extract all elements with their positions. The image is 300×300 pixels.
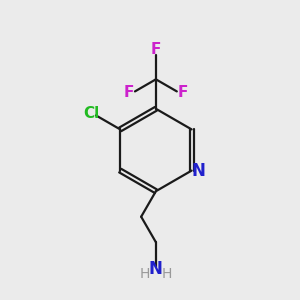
Text: H: H (162, 267, 172, 281)
Text: F: F (151, 42, 161, 57)
Text: F: F (124, 85, 134, 100)
Text: Cl: Cl (83, 106, 99, 121)
Text: N: N (149, 260, 163, 278)
Text: H: H (140, 267, 150, 281)
Text: F: F (178, 85, 188, 100)
Text: N: N (191, 162, 205, 180)
